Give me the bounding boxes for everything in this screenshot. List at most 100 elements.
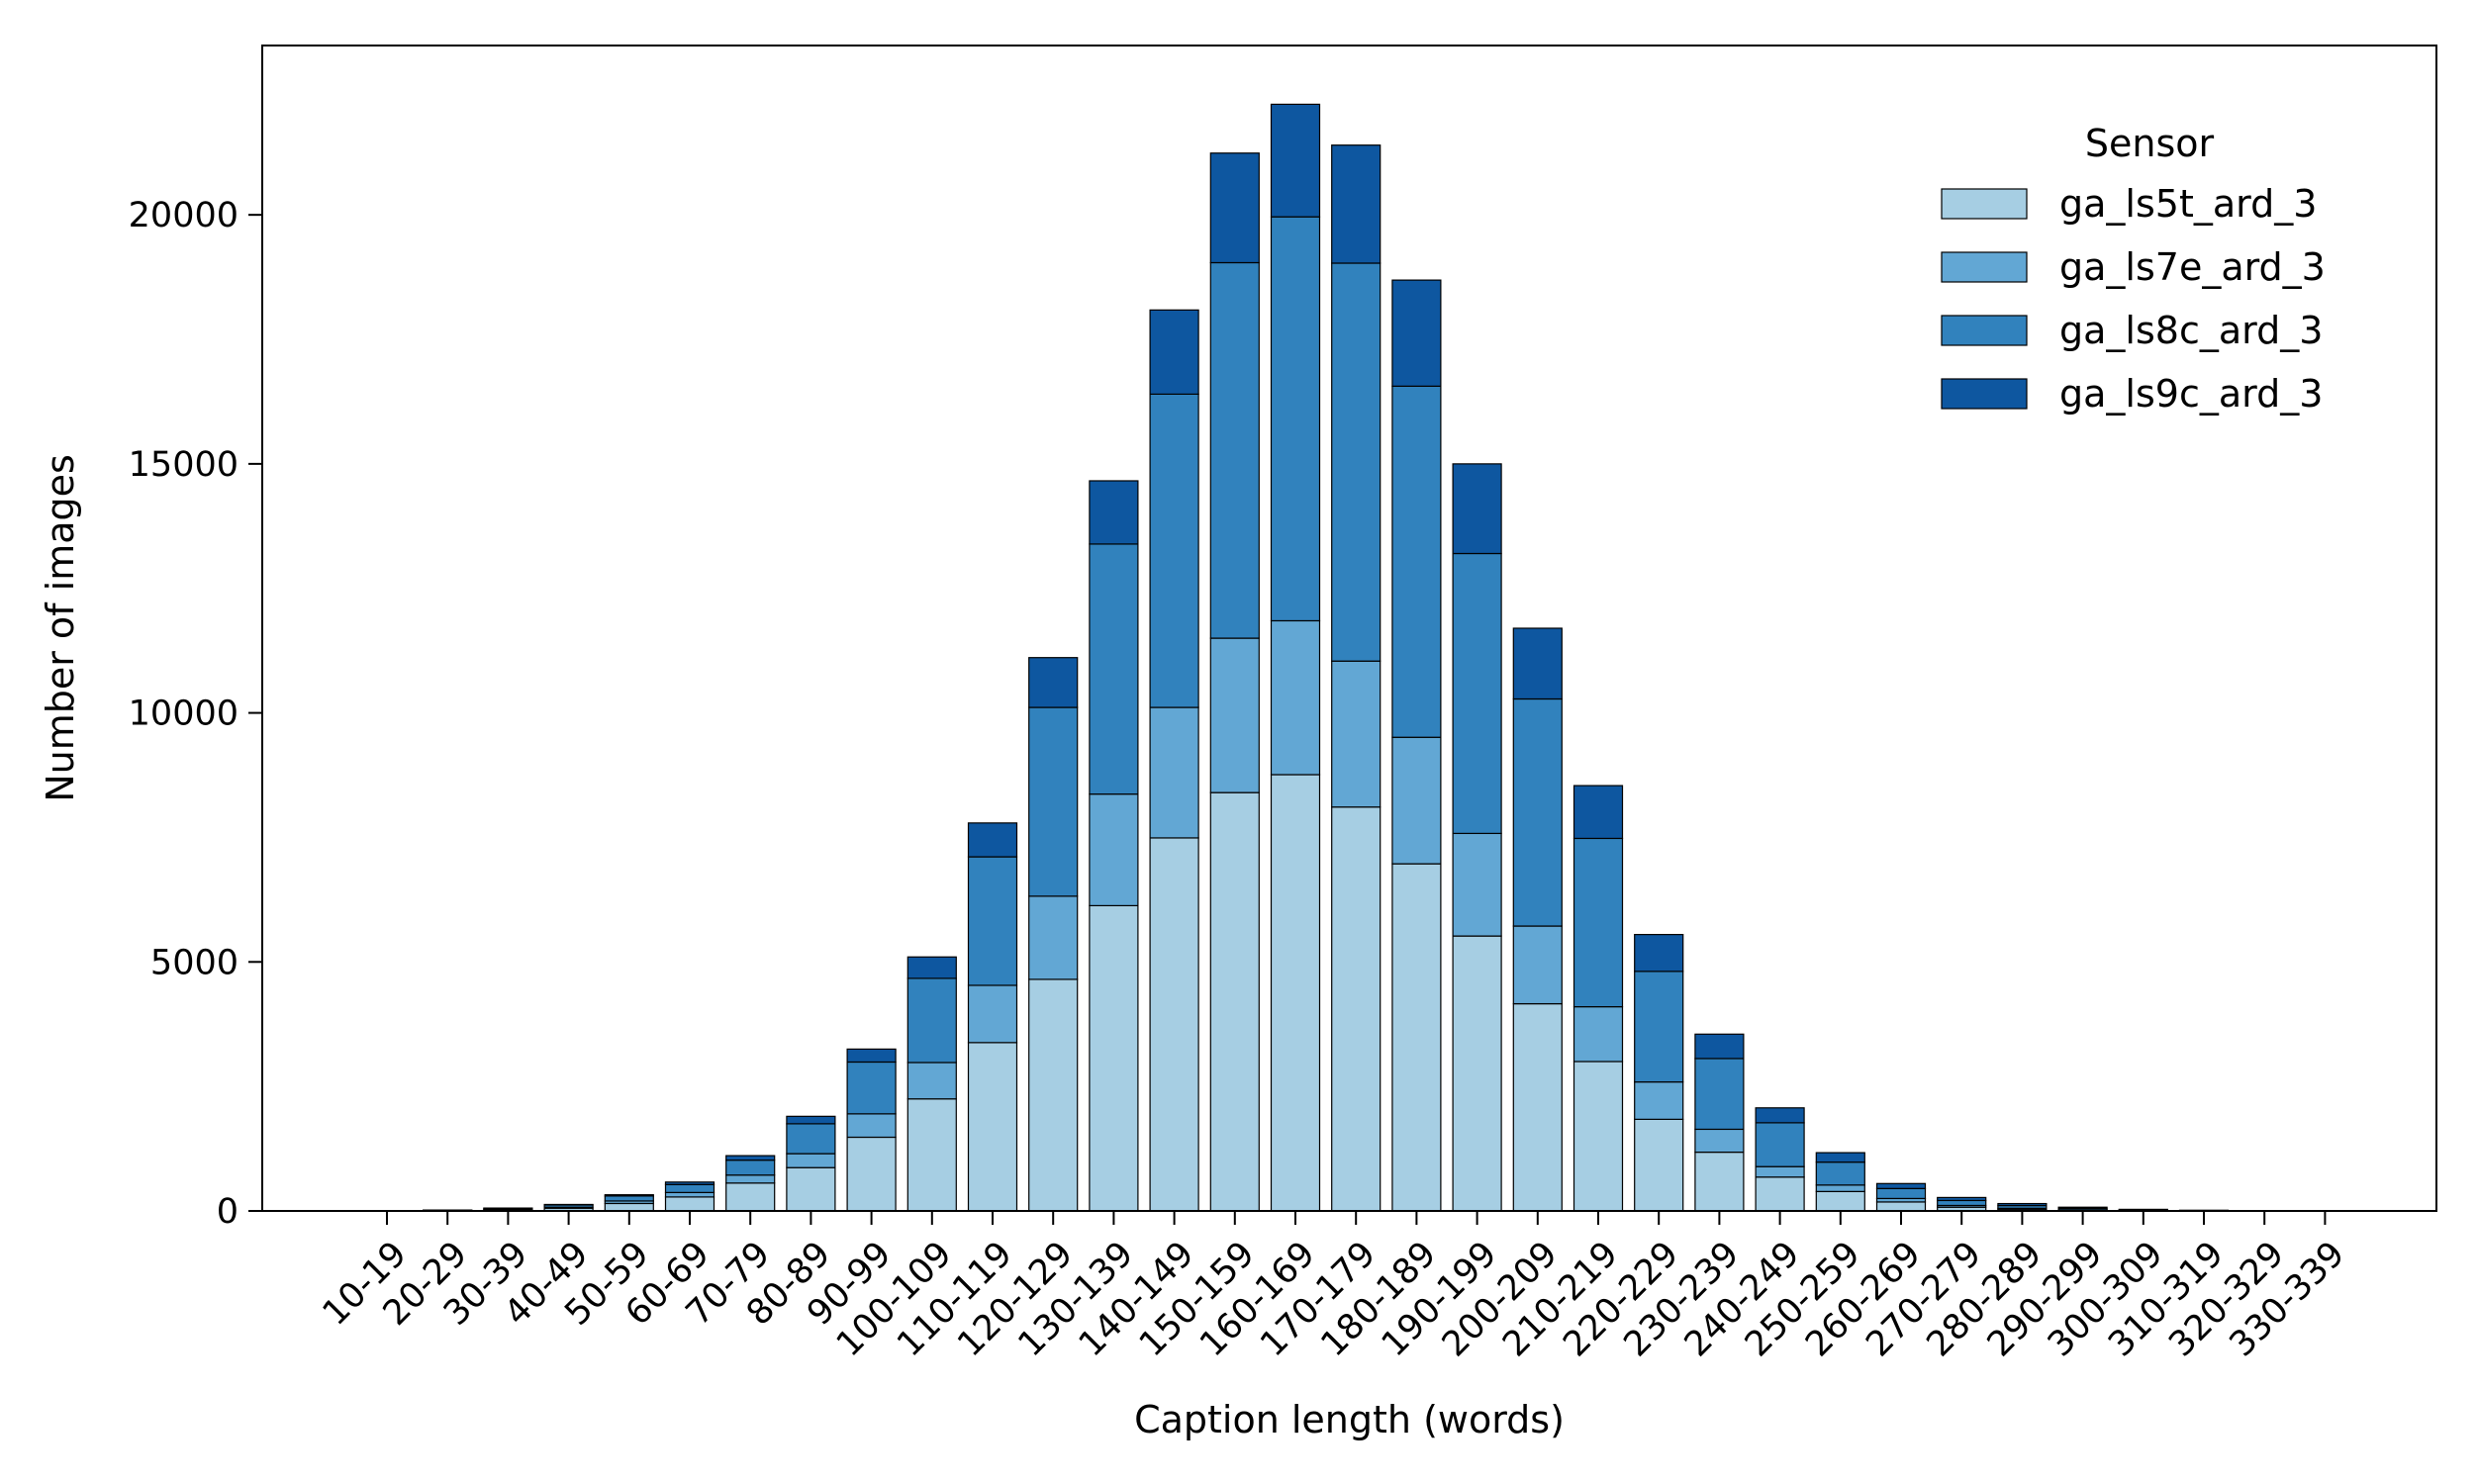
bar-200-209-s1 — [1512, 1002, 1563, 1212]
bar-90-99-s3 — [846, 1061, 897, 1115]
bar-110-119-s3 — [967, 856, 1018, 986]
bar-260-269-s4 — [1875, 1182, 1927, 1189]
bar-120-129-s1 — [1028, 978, 1079, 1212]
bar-100-109-s3 — [906, 977, 957, 1064]
bar-190-199-s4 — [1452, 463, 1502, 555]
bar-80-89-s4 — [786, 1115, 836, 1125]
bar-280-289-s4 — [1997, 1202, 2048, 1207]
bar-140-149-s4 — [1149, 309, 1199, 396]
legend-swatch-ga_ls9c_ard_3 — [1941, 378, 2028, 410]
bar-220-229-s1 — [1634, 1118, 1684, 1212]
y-tick-label: 5000 — [150, 943, 238, 982]
bar-250-259-s3 — [1815, 1161, 1865, 1186]
bar-80-89-s1 — [786, 1166, 836, 1212]
bar-70-79-s3 — [725, 1159, 776, 1176]
bar-160-169-s2 — [1270, 619, 1321, 776]
bar-240-249-s1 — [1755, 1176, 1805, 1212]
bar-190-199-s2 — [1452, 832, 1502, 937]
bar-220-229-s4 — [1634, 933, 1684, 973]
bar-170-179-s4 — [1331, 144, 1382, 264]
bar-130-139-s1 — [1089, 904, 1139, 1212]
bar-100-109-s4 — [906, 956, 957, 979]
legend: Sensor ga_ls5t_ard_3 ga_ls7e_ard_3 ga_ls8c… — [1941, 122, 2326, 416]
bar-250-259-s4 — [1815, 1152, 1865, 1163]
bar-170-179-s1 — [1331, 806, 1382, 1212]
bar-230-239-s1 — [1694, 1151, 1745, 1212]
bar-140-149-s3 — [1149, 393, 1199, 708]
bar-250-259-s1 — [1815, 1190, 1865, 1212]
bar-60-69-s3 — [664, 1183, 715, 1193]
bar-70-79-s1 — [725, 1182, 776, 1212]
y-tick-label: 15000 — [129, 445, 238, 485]
bar-90-99-s4 — [846, 1048, 897, 1064]
bar-160-169-s4 — [1270, 103, 1321, 218]
bar-100-109-s2 — [906, 1062, 957, 1100]
bar-240-249-s2 — [1755, 1165, 1805, 1178]
bar-200-209-s4 — [1512, 627, 1563, 700]
bar-210-219-s1 — [1573, 1061, 1624, 1212]
bar-230-239-s4 — [1694, 1033, 1745, 1060]
bar-220-229-s2 — [1634, 1081, 1684, 1120]
bar-190-199-s3 — [1452, 552, 1502, 835]
bar-260-269-s3 — [1875, 1187, 1927, 1200]
legend-swatch-ga_ls5t_ard_3 — [1941, 188, 2028, 220]
bar-150-159-s3 — [1209, 261, 1260, 639]
bar-180-189-s4 — [1391, 279, 1442, 387]
bar-170-179-s2 — [1331, 660, 1382, 808]
x-axis: 10-1920-2930-3940-4950-5960-6970-7980-89… — [316, 1211, 2352, 1364]
bar-160-169-s1 — [1270, 774, 1321, 1212]
bar-170-179-s3 — [1331, 262, 1382, 662]
bar-130-139-s2 — [1089, 793, 1139, 907]
bar-160-169-s3 — [1270, 216, 1321, 622]
y-axis-title: Number of images — [39, 454, 82, 802]
bar-120-129-s2 — [1028, 895, 1079, 980]
legend-swatch-ga_ls7e_ard_3 — [1941, 251, 2028, 283]
bar-270-279-s4 — [1937, 1196, 1987, 1202]
bar-200-209-s2 — [1512, 925, 1563, 1005]
bar-150-159-s2 — [1209, 637, 1260, 793]
bar-210-219-s2 — [1573, 1005, 1624, 1063]
bar-250-259-s2 — [1815, 1184, 1865, 1192]
bar-110-119-s1 — [967, 1042, 1018, 1212]
bar-60-69-s2 — [664, 1191, 715, 1198]
bar-180-189-s2 — [1391, 736, 1442, 865]
bar-70-79-s2 — [725, 1174, 776, 1184]
y-tick-label: 20000 — [129, 196, 238, 235]
bar-50-59-s4 — [604, 1194, 654, 1197]
bar-140-149-s1 — [1149, 837, 1199, 1212]
bar-220-229-s3 — [1634, 971, 1684, 1083]
x-axis-title: Caption length (words) — [1134, 1398, 1565, 1441]
bar-210-219-s4 — [1573, 785, 1624, 840]
legend-label-ga_ls9c_ard_3: ga_ls9c_ard_3 — [2059, 372, 2323, 416]
y-tick-label: 10000 — [129, 695, 238, 734]
bar-230-239-s3 — [1694, 1058, 1745, 1131]
bar-240-249-s3 — [1755, 1122, 1805, 1167]
bar-130-139-s4 — [1089, 480, 1139, 545]
bar-90-99-s2 — [846, 1113, 897, 1139]
bar-100-109-s1 — [906, 1098, 957, 1212]
bar-120-129-s4 — [1028, 657, 1079, 708]
bar-80-89-s3 — [786, 1123, 836, 1155]
bar-150-159-s1 — [1209, 791, 1260, 1212]
bar-260-269-s1 — [1875, 1201, 1927, 1212]
bar-210-219-s3 — [1573, 837, 1624, 1008]
plot-frame — [261, 45, 2437, 1212]
bar-230-239-s2 — [1694, 1128, 1745, 1154]
bar-130-139-s3 — [1089, 543, 1139, 795]
bar-80-89-s2 — [786, 1153, 836, 1168]
bar-240-249-s4 — [1755, 1107, 1805, 1124]
legend-swatch-ga_ls8c_ard_3 — [1941, 315, 2028, 346]
bar-180-189-s1 — [1391, 863, 1442, 1212]
legend-label-ga_ls8c_ard_3: ga_ls8c_ard_3 — [2059, 309, 2323, 352]
bar-50-59-s1 — [604, 1202, 654, 1212]
bar-50-59-s3 — [604, 1195, 654, 1202]
bar-120-129-s3 — [1028, 706, 1079, 897]
legend-label-ga_ls7e_ard_3: ga_ls7e_ard_3 — [2059, 245, 2326, 289]
bar-140-149-s2 — [1149, 706, 1199, 839]
bar-70-79-s4 — [725, 1155, 776, 1161]
bar-90-99-s1 — [846, 1136, 897, 1212]
bars-layer — [361, 103, 2290, 1212]
bar-180-189-s3 — [1391, 385, 1442, 738]
bar-150-159-s4 — [1209, 152, 1260, 264]
y-tick-label: 0 — [217, 1192, 238, 1232]
